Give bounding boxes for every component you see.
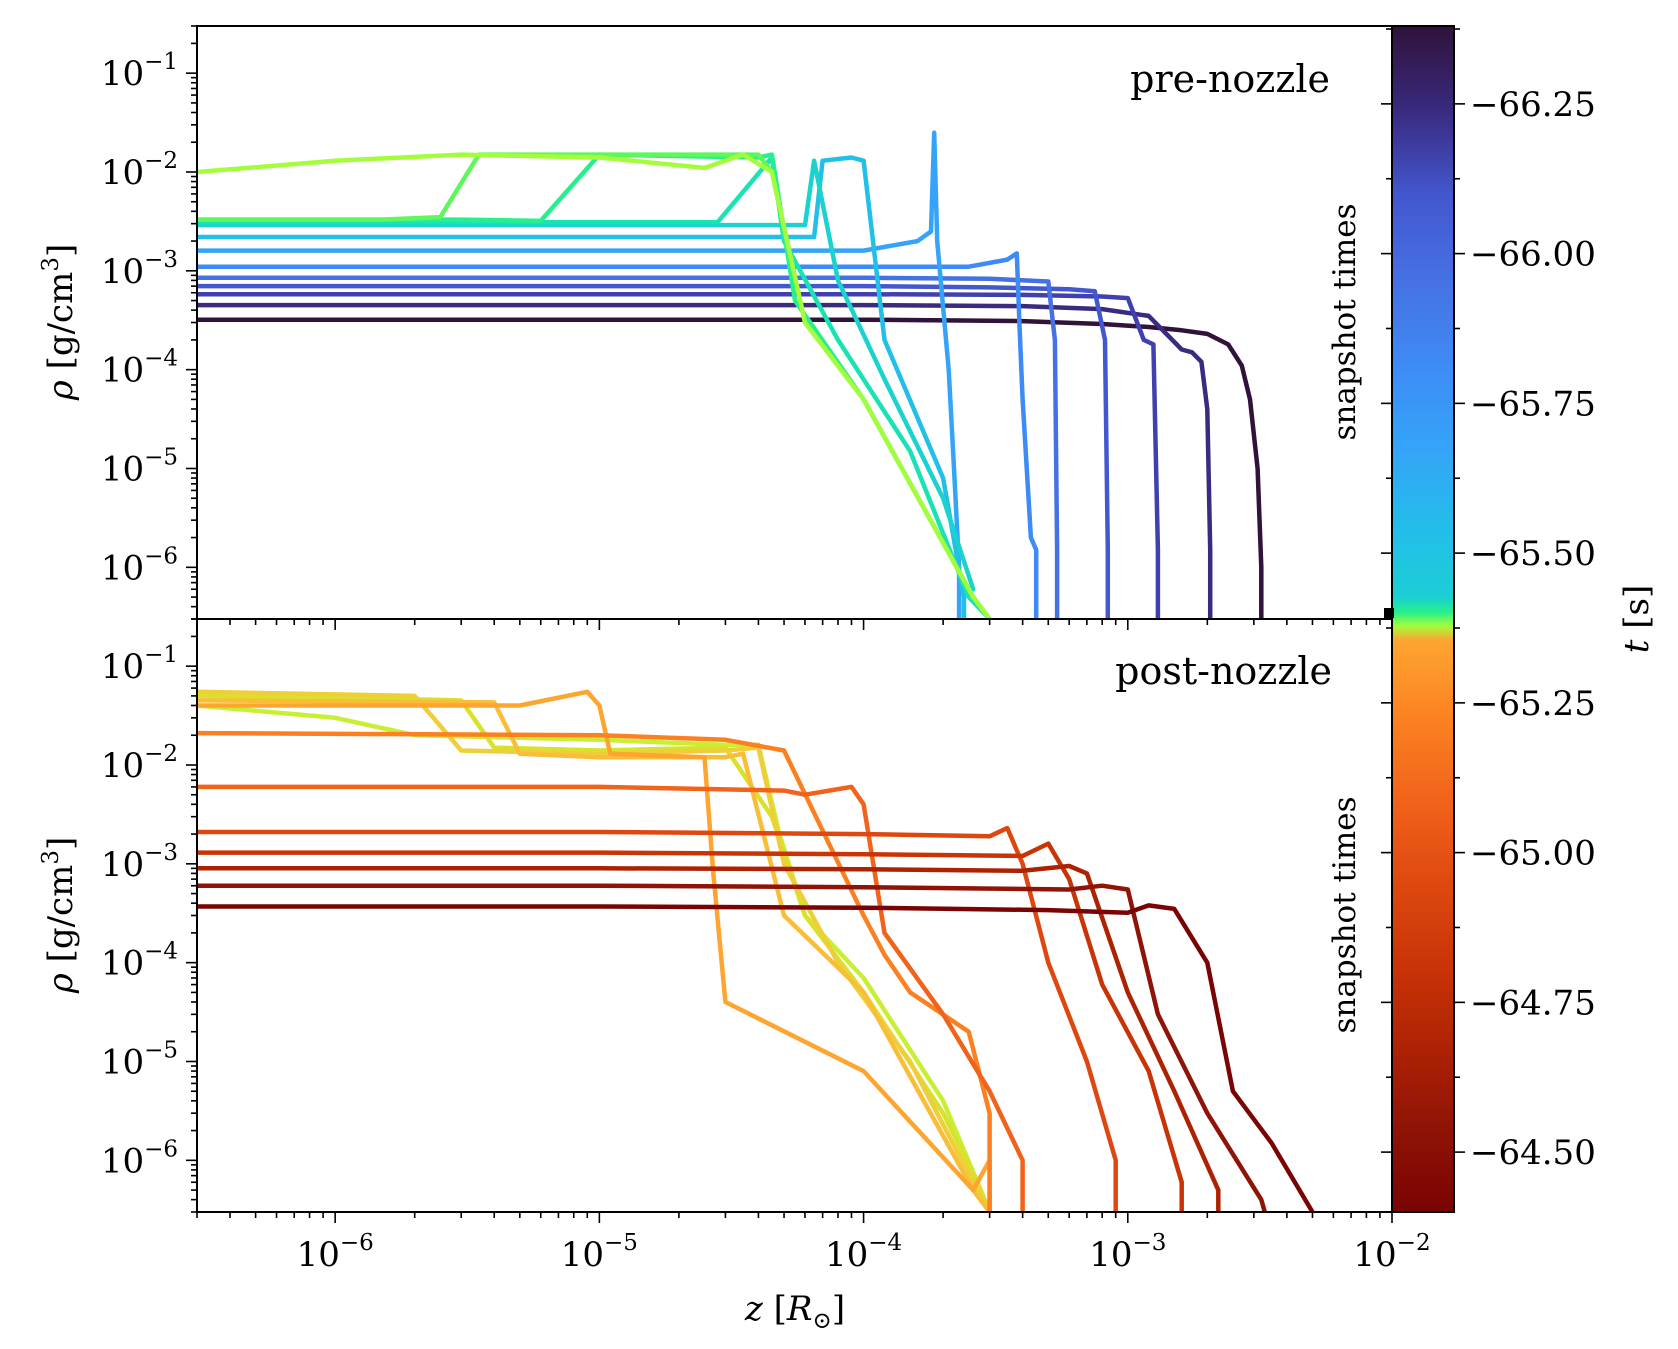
colorbar-tick-label-1: −66.00: [1470, 235, 1596, 275]
bottom-series-line-11: [197, 903, 1315, 1212]
top-y-tick-label-2: 10−4: [101, 346, 178, 391]
colorbar-tick-label-3: −65.50: [1470, 534, 1596, 574]
x-tick-label-2: 10−4: [825, 1230, 902, 1275]
top-y-tick-label-1: 10−5: [101, 444, 178, 489]
top-series-line-5: [197, 251, 1039, 619]
top-series-line-12: [197, 152, 992, 619]
x-tick-label-4: 10−2: [1353, 1230, 1430, 1275]
colorbar-frame: [1391, 25, 1455, 1213]
colorbar-axis-label: t [s]: [1617, 585, 1657, 653]
bottom-series-line-10: [197, 883, 1268, 1212]
top-y-tick-label-4: 10−2: [101, 148, 178, 193]
bottom-series-line-7: [197, 825, 1118, 1212]
bottom-y-tick-label-3: 10−3: [101, 840, 178, 885]
bottom-y-tick-label-1: 10−5: [101, 1037, 178, 1082]
x-tick-label-1: 10−5: [561, 1230, 638, 1275]
bottom-series-line-9: [197, 863, 1221, 1212]
bottom-series-line-8: [197, 841, 1184, 1212]
bottom-series-line-0: [197, 703, 992, 1212]
bottom-x-axis: 10−6 10−5 10−4 10−3 10−2: [196, 1212, 1431, 1275]
top-y-axis: 10−6 10−5 10−4 10−3 10−2 10−1: [101, 25, 197, 620]
bottom-series-line-5: [197, 730, 992, 1212]
bottom-y-axis-label: ρ [g/cm3]: [38, 837, 81, 994]
colorbar-tick-label-5: −65.00: [1470, 834, 1596, 874]
top-y-tick-label-5: 10−1: [101, 49, 178, 94]
post-nozzle-label: post-nozzle: [1115, 649, 1332, 693]
top-x-ticks: [196, 619, 1393, 630]
bottom-y-tick-label-5: 10−1: [101, 642, 178, 687]
top-y-axis-label: ρ [g/cm3]: [38, 244, 81, 401]
colorbar-tick-label-0: −66.25: [1470, 85, 1596, 125]
x-tick-label-0: 10−6: [297, 1230, 374, 1275]
top-series-line-7: [197, 155, 967, 619]
bottom-y-tick-label-4: 10−2: [101, 741, 178, 786]
top-panel-frame: [196, 25, 1393, 620]
bottom-panel: 10−610−510−410−310−210−1 10−6 10−5 10−4 10−…: [38, 618, 1431, 1334]
colorbar-side-label-bottom: snapshot times: [1327, 796, 1363, 1033]
colorbar-ticks: −66.25 −66.00 −65.75 −65.50 −65.25 −65.00 −64.…: [1381, 28, 1596, 1173]
bottom-y-tick-label-2: 10−4: [101, 939, 178, 984]
top-series-line-2: [197, 291, 1161, 619]
top-series-group: [197, 130, 1264, 619]
x-tick-label-3: 10−3: [1089, 1230, 1166, 1275]
top-y-tick-label-3: 10−3: [101, 247, 178, 292]
top-panel: 10−6 10−5 10−4 10−3 10−2 10−1 pre-nozzle ρ [g…: [38, 25, 1393, 630]
colorbar-mid-segment: [1392, 598, 1454, 640]
colorbar-split-marker: [1384, 608, 1394, 619]
bottom-series-line-3: [197, 698, 992, 1212]
colorbar-axis-label-symbol: t: [1617, 639, 1657, 653]
bottom-series-line-2: [197, 689, 992, 1212]
colorbar: −66.25 −66.00 −65.75 −65.50 −65.25 −65.00 −64.…: [1327, 25, 1657, 1213]
colorbar-tick-label-4: −65.25: [1470, 684, 1596, 724]
pre-nozzle-label: pre-nozzle: [1130, 57, 1330, 101]
colorbar-tick-label-7: −64.50: [1470, 1133, 1596, 1173]
top-series-line-3: [197, 283, 1111, 619]
colorbar-side-label-top: snapshot times: [1327, 203, 1363, 440]
colorbar-bottom-segment: [1392, 640, 1454, 1212]
bottom-y-tick-label-0: 10−6: [101, 1136, 178, 1181]
colorbar-axis-label-unit: [s]: [1617, 585, 1657, 629]
top-series-line-0: [197, 317, 1264, 619]
x-axis-label: z [R⊙]: [744, 1289, 845, 1334]
colorbar-tick-label-6: −64.75: [1470, 983, 1596, 1023]
top-y-tick-label-0: 10−6: [101, 543, 178, 588]
bottom-series-group: [197, 689, 1315, 1212]
bottom-y-axis: 10−6 10−5 10−4 10−3 10−2 10−1: [101, 618, 197, 1213]
bottom-series-line-4: [197, 689, 992, 1212]
colorbar-top-segment: [1392, 26, 1454, 619]
top-series-line-8: [197, 158, 976, 592]
top-series-line-6: [197, 130, 962, 619]
colorbar-tick-label-2: −65.75: [1470, 384, 1596, 424]
bottom-series-line-1: [197, 693, 992, 1212]
bottom-series-line-6: [197, 784, 1025, 1212]
